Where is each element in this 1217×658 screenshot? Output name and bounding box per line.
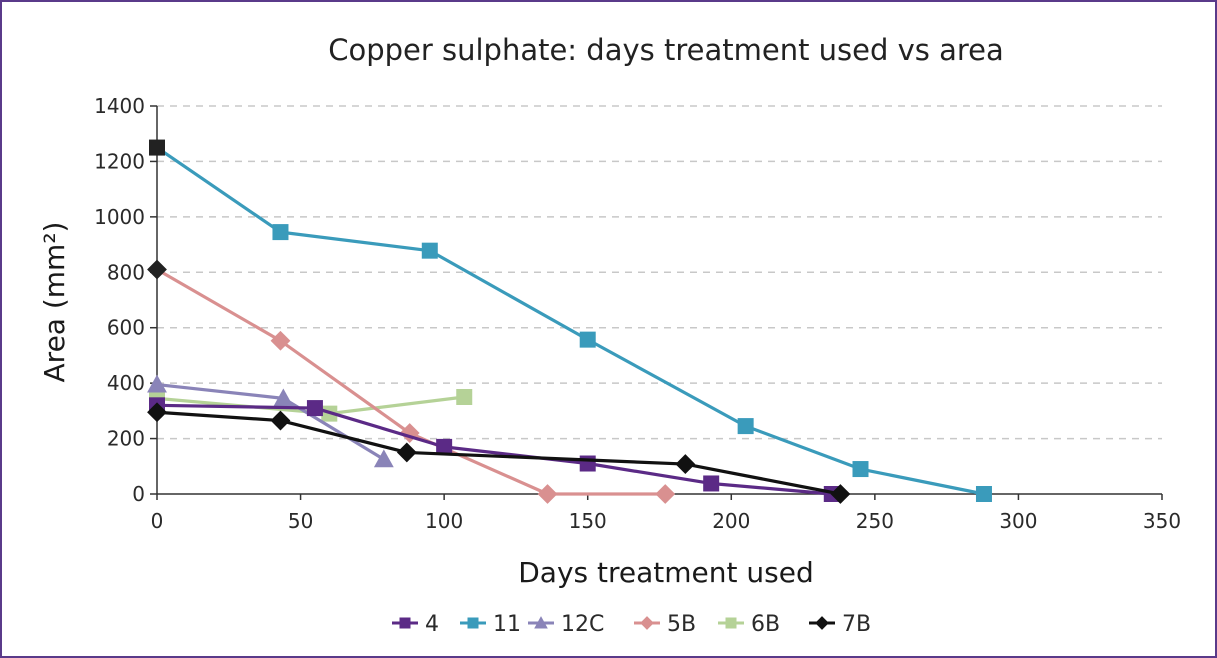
y-axis-title: Area (mm²) [38,222,71,383]
data-point [436,438,453,455]
x-tick-label: 50 [288,509,313,533]
x-tick-label: 350 [1143,509,1181,533]
y-tick-label: 600 [107,316,145,340]
legend-swatch-marker [815,616,829,630]
y-tick-label: 1400 [94,94,145,118]
x-tick-label: 0 [151,509,164,533]
y-tick-label: 1200 [94,149,145,173]
data-point [270,410,291,431]
y-tick-label: 800 [107,260,145,284]
data-point [975,486,992,502]
grid-layer [157,105,1162,440]
data-point [537,484,558,504]
x-tick-label: 250 [856,509,894,533]
y-tick-label: 1000 [94,205,145,229]
data-point [737,418,754,435]
y-tick-label: 400 [107,371,145,395]
series-line [156,403,832,496]
legend-item-5b: 5B [634,612,696,637]
data-point [147,402,167,423]
series-line [156,146,985,496]
legend-swatch-marker [534,616,548,629]
data-point [149,139,165,156]
data-point [421,242,438,259]
y-tick-label: 0 [132,482,145,506]
series-5b [147,259,676,504]
series-layer [147,139,992,504]
data-point [272,224,289,241]
data-point [270,330,291,351]
x-tick-label: 100 [425,509,463,533]
data-point [703,475,720,492]
data-point [147,259,167,280]
x-tick-label: 200 [712,509,750,533]
series-7b [147,402,851,504]
x-tick-label: 150 [569,509,607,533]
data-point [852,461,869,478]
x-axis-title: Days treatment used [518,556,813,589]
legend-swatch-marker [640,616,654,630]
data-point [579,331,596,348]
data-point [396,442,417,463]
x-tick-label: 300 [999,509,1037,533]
data-point [306,400,323,417]
legend-item-12c: 12C [528,612,604,637]
data-point [830,484,851,504]
series-4 [149,397,840,502]
legend-item-6b: 6B [718,612,780,637]
chart-title: Copper sulphate: days treatment used vs … [328,33,1004,67]
legend-label: 6B [751,612,780,637]
series-line [156,382,385,461]
legend-label: 11 [493,612,521,637]
data-point [399,423,420,443]
legend-label: 4 [425,612,439,637]
legend-swatch-marker [725,617,737,629]
legend-label: 7B [842,612,871,637]
legend-swatch-marker [467,617,479,629]
data-point [675,454,696,474]
data-point [273,388,294,407]
data-point [579,455,596,472]
legend-item-11: 11 [460,612,521,637]
data-point [655,484,676,504]
data-point [373,449,394,468]
legend-label: 5B [667,612,696,637]
series-11 [149,139,992,502]
axes-layer: 0 200 400 600 800 1000 1200 1400 0 50 100 150 200 250… [94,94,1181,533]
legend-item-4: 4 [392,612,439,637]
data-point [456,389,473,405]
data-point [147,374,167,393]
legend-item-7b: 7B [809,612,871,637]
legend: 4 11 12C 5B 6B 7B [392,612,871,637]
legend-label: 12C [561,612,604,637]
legend-swatch-marker [399,617,411,629]
y-tick-label: 200 [107,427,145,451]
